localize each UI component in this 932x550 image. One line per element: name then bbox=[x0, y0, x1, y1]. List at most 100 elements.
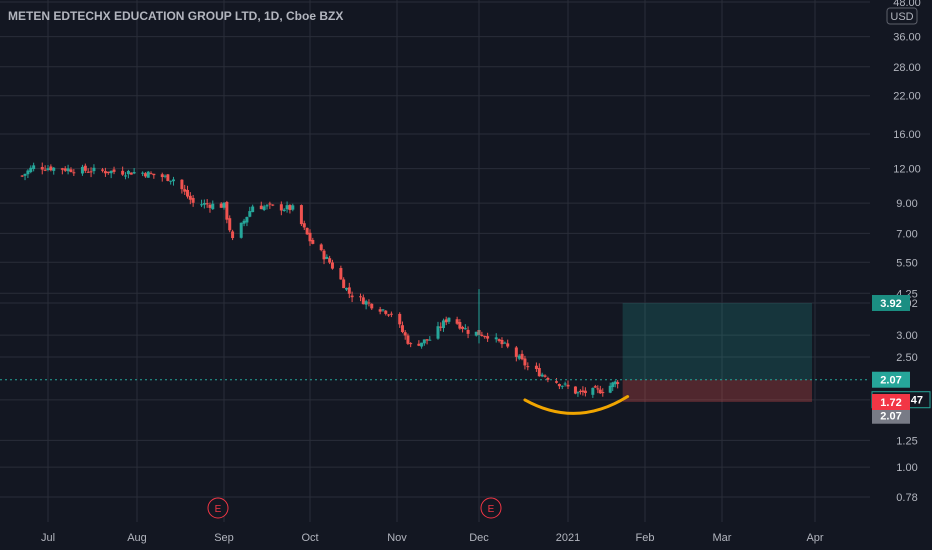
candle-body bbox=[66, 168, 70, 172]
stop-price-badge: 1.72 bbox=[880, 397, 901, 409]
candle-body bbox=[288, 204, 292, 211]
candle-body bbox=[285, 205, 289, 210]
candle-body bbox=[132, 172, 136, 174]
y-tick-label: 28.00 bbox=[893, 62, 921, 74]
candle-body bbox=[566, 384, 570, 387]
earnings-marker[interactable] bbox=[207, 497, 229, 519]
candle-body bbox=[219, 203, 223, 208]
candle-body bbox=[480, 334, 484, 337]
candle-body bbox=[350, 295, 354, 298]
candle-body bbox=[20, 175, 24, 177]
candle-body bbox=[89, 171, 93, 173]
candle-body bbox=[259, 205, 263, 210]
candle-body bbox=[517, 355, 521, 359]
currency-label: USD bbox=[890, 11, 913, 23]
candle-body bbox=[563, 383, 567, 385]
candle-body bbox=[23, 173, 27, 176]
earnings-label: E bbox=[215, 504, 222, 515]
candle-body bbox=[497, 339, 501, 341]
candle-body bbox=[403, 332, 407, 336]
candle-body bbox=[43, 169, 47, 171]
y-tick-label: 5.50 bbox=[896, 257, 917, 269]
neutral-price-badge: 2.07 bbox=[880, 411, 901, 423]
x-tick-label: Aug bbox=[127, 532, 147, 544]
candle-body bbox=[560, 385, 564, 387]
candle-body bbox=[208, 204, 212, 208]
candle-body bbox=[106, 171, 110, 174]
candle-body bbox=[109, 170, 113, 174]
currency-badge[interactable]: USD bbox=[886, 7, 918, 25]
candle-body bbox=[129, 172, 133, 175]
candle-body bbox=[80, 166, 84, 174]
candle-body bbox=[291, 205, 295, 210]
candle-body bbox=[608, 385, 612, 393]
candle-body bbox=[228, 218, 232, 231]
candle-body bbox=[546, 378, 550, 380]
candle-body bbox=[378, 309, 382, 312]
y-tick-label: 9.00 bbox=[896, 198, 917, 210]
current-price-badge-bg[interactable] bbox=[872, 371, 910, 388]
candle-body bbox=[483, 336, 487, 338]
candle-body bbox=[248, 211, 252, 217]
candle-body bbox=[262, 206, 266, 210]
candle-body bbox=[86, 171, 90, 173]
candle-body bbox=[578, 390, 582, 392]
candle-body bbox=[268, 203, 272, 205]
target-price-badge-bg[interactable] bbox=[872, 295, 910, 312]
y-tick-label: 3.00 bbox=[896, 330, 917, 342]
stop-zone[interactable] bbox=[622, 379, 812, 402]
candle-body bbox=[503, 342, 507, 344]
candle-body bbox=[141, 172, 145, 174]
candle-body bbox=[143, 173, 147, 177]
candle-body bbox=[342, 279, 346, 289]
candle-body bbox=[500, 339, 504, 345]
candle-body bbox=[211, 203, 215, 210]
neutral-price-badge-bg[interactable] bbox=[872, 407, 910, 424]
candle-body bbox=[611, 382, 615, 388]
candle-body bbox=[613, 381, 617, 385]
candle-body bbox=[183, 189, 187, 192]
candle-body bbox=[92, 167, 96, 172]
candle-body bbox=[347, 287, 351, 294]
candle-body bbox=[26, 170, 30, 175]
grid bbox=[0, 0, 870, 522]
candle-body bbox=[69, 169, 73, 172]
y-tick-label: 1.00 bbox=[896, 462, 917, 474]
candle-body bbox=[387, 314, 391, 316]
candle-body bbox=[417, 343, 421, 346]
candle-body bbox=[384, 310, 388, 314]
stop-price-badge-bg[interactable] bbox=[872, 393, 910, 410]
x-tick-label: Oct bbox=[301, 532, 318, 544]
candle-body bbox=[29, 167, 33, 173]
candle-body bbox=[282, 209, 286, 212]
target-zone[interactable] bbox=[622, 303, 812, 380]
price-axis[interactable]: 0.781.001.251.752.503.003.924.255.507.00… bbox=[871, 0, 931, 504]
candle-body bbox=[486, 336, 490, 339]
candle-body bbox=[425, 339, 429, 341]
candle-body bbox=[231, 231, 235, 239]
x-tick-label: Sep bbox=[214, 532, 234, 544]
y-tick-label: 48.00 bbox=[893, 0, 921, 9]
candle-body bbox=[200, 204, 204, 206]
candle-body bbox=[126, 170, 130, 175]
y-tick-label: 2.50 bbox=[896, 352, 917, 364]
y-tick-label: 16.00 bbox=[893, 129, 921, 141]
x-tick-label: Mar bbox=[713, 532, 732, 544]
candle-body bbox=[325, 256, 329, 259]
cup-curve[interactable] bbox=[523, 395, 630, 415]
x-tick-label: Dec bbox=[469, 532, 489, 544]
overlays bbox=[0, 379, 870, 415]
candle-body bbox=[557, 383, 561, 387]
candle-body bbox=[242, 220, 246, 224]
candle-body bbox=[359, 296, 363, 298]
candle-body bbox=[311, 239, 315, 244]
candle-body bbox=[40, 166, 44, 170]
y-tick-label: 7.00 bbox=[896, 228, 917, 240]
candle-body bbox=[339, 268, 343, 280]
candle-body bbox=[591, 387, 595, 395]
earnings-marker[interactable] bbox=[480, 497, 502, 519]
time-axis[interactable]: Jul Aug Sep Oct Nov Dec 2021 Feb Mar Apr E E bbox=[41, 497, 824, 544]
candle-body bbox=[576, 392, 580, 394]
